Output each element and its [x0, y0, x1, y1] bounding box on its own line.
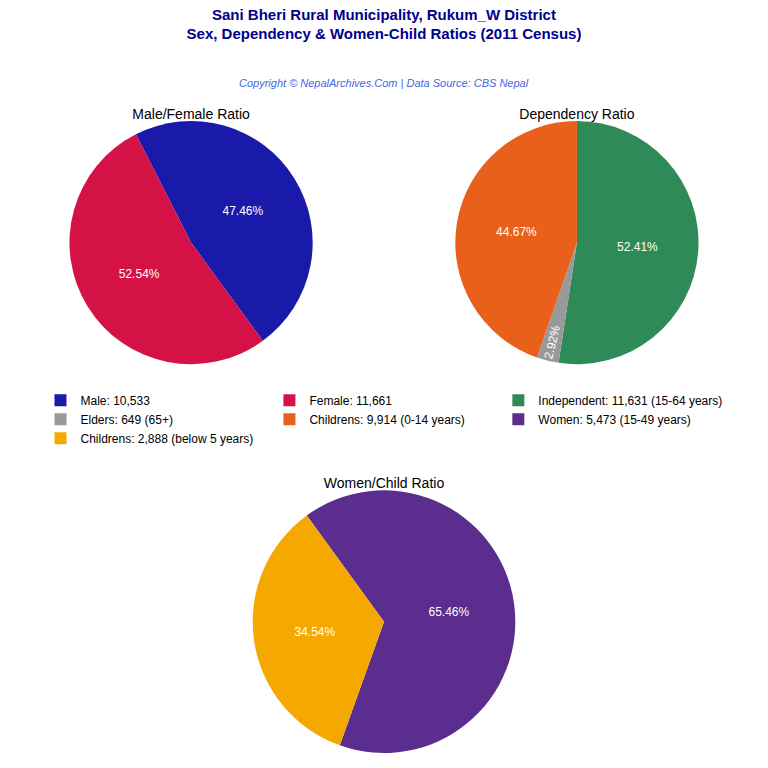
svg-text:Women: 5,473 (15-49 years): Women: 5,473 (15-49 years) [538, 413, 691, 427]
svg-text:34.54%: 34.54% [295, 625, 336, 639]
svg-text:47.46%: 47.46% [222, 204, 263, 218]
svg-text:Sani Bheri Rural Municipality,: Sani Bheri Rural Municipality, Rukum_W D… [187, 6, 582, 43]
svg-text:2.92%: 2.92% [541, 324, 564, 361]
svg-text:Elders: 649 (65+): Elders: 649 (65+) [81, 413, 173, 427]
svg-text:Independent: 11,631 (15-64 yea: Independent: 11,631 (15-64 years) [538, 394, 722, 408]
svg-text:Female: 11,661: Female: 11,661 [309, 394, 392, 408]
svg-text:Copyright © NepalArchives.Com: Copyright © NepalArchives.Com | Data Sou… [239, 77, 529, 89]
svg-text:65.46%: 65.46% [428, 605, 469, 619]
svg-text:Childrens: 9,914 (0-14 years): Childrens: 9,914 (0-14 years) [309, 413, 464, 427]
svg-text:52.54%: 52.54% [119, 267, 160, 281]
svg-text:Women/Child Ratio: Women/Child Ratio [324, 475, 445, 491]
svg-text:52.41%: 52.41% [617, 240, 658, 254]
svg-text:Male: 10,533: Male: 10,533 [81, 394, 151, 408]
svg-text:Dependency Ratio: Dependency Ratio [519, 106, 634, 122]
svg-text:Childrens: 2,888 (below 5 year: Childrens: 2,888 (below 5 years) [81, 432, 254, 446]
svg-text:Male/Female Ratio: Male/Female Ratio [132, 106, 250, 122]
svg-text:44.67%: 44.67% [496, 225, 537, 239]
